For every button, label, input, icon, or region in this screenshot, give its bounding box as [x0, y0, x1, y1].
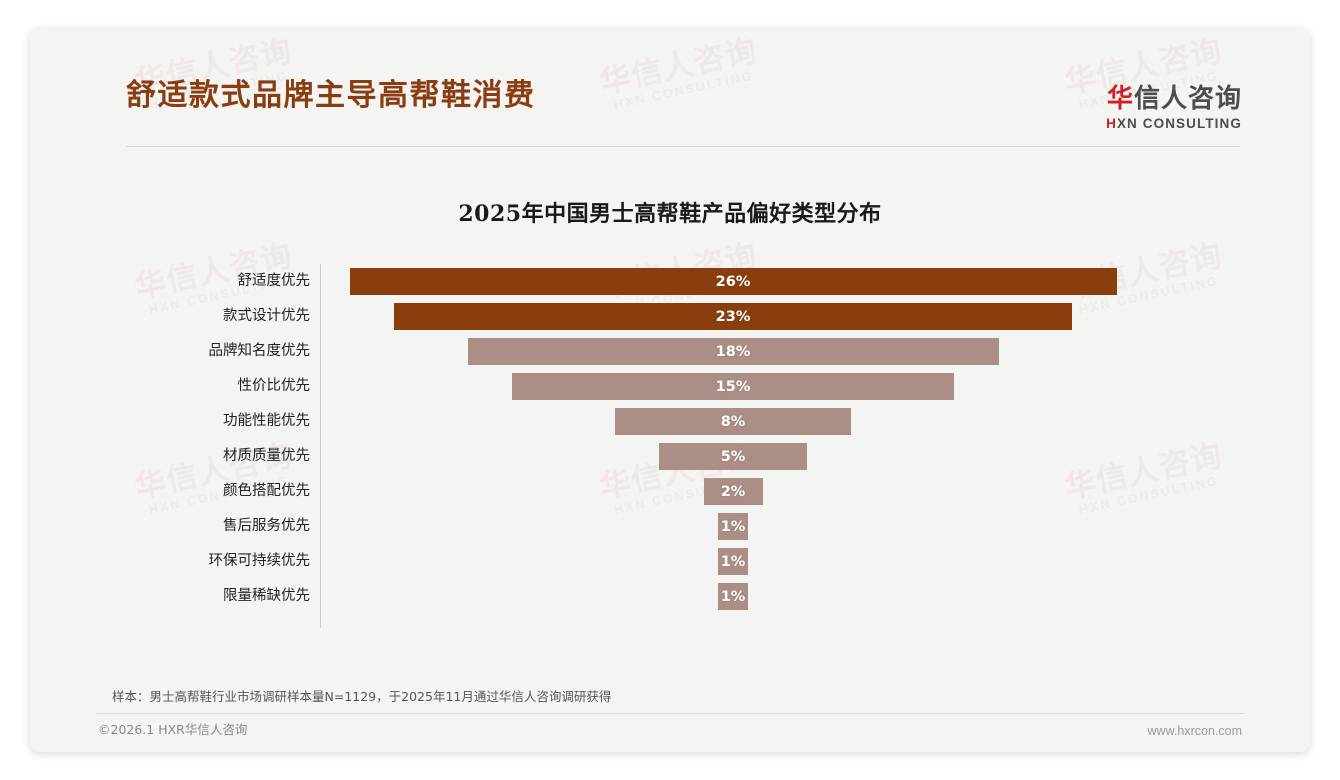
bar-value-label: 26%: [715, 273, 751, 290]
chart-bar[interactable]: 23%: [393, 303, 1073, 330]
copyright-text: ©2026.1 HXR华信人咨询: [98, 722, 248, 737]
chart-bar-row[interactable]: 材质质量优先 5%: [30, 439, 1310, 474]
header-divider: [126, 146, 1240, 147]
slide-header: 舒适款式品牌主导高帮鞋消费 华信人咨询 HXN CONSULTING: [30, 28, 1310, 148]
chart-plot: 舒适度优先 26% 款式设计优先 23% 品牌知名度优先 18% 性价比优先 15% 功能性能优…: [30, 264, 1310, 644]
bar-category-label: 功能性能优先: [223, 413, 310, 429]
chart-bar-row[interactable]: 款式设计优先 23%: [30, 299, 1310, 334]
bar-category-label: 舒适度优先: [237, 273, 311, 289]
bar-category-label: 颜色搭配优先: [223, 483, 310, 499]
chart-bar[interactable]: 1%: [718, 513, 748, 540]
bar-value-label: 5%: [720, 448, 746, 465]
bar-track: 8%: [321, 404, 1310, 439]
bar-value-label: 1%: [720, 588, 746, 605]
chart-bar-row[interactable]: 售后服务优先 1%: [30, 509, 1310, 544]
bar-rows: 舒适度优先 26% 款式设计优先 23% 品牌知名度优先 18% 性价比优先 15% 功能性能优…: [30, 264, 1310, 614]
site-url: www.hxrcon.com: [1147, 724, 1242, 738]
chart-bar-row[interactable]: 功能性能优先 8%: [30, 404, 1310, 439]
bar-value-label: 2%: [720, 483, 746, 500]
bar-value-label: 15%: [715, 378, 751, 395]
bar-value-label: 1%: [720, 518, 746, 535]
bar-track: 1%: [321, 544, 1310, 579]
chart-area: 2025年中国男士高帮鞋产品偏好类型分布 舒适度优先 26% 款式设计优先 23% 品牌…: [30, 148, 1310, 668]
chart-bar-row[interactable]: 限量稀缺优先 1%: [30, 579, 1310, 614]
bar-category-label: 材质质量优先: [223, 448, 310, 464]
bar-track: 26%: [321, 264, 1310, 299]
page-title: 舒适款式品牌主导高帮鞋消费: [126, 78, 536, 113]
bar-track: 1%: [321, 509, 1310, 544]
bar-value-label: 1%: [720, 553, 746, 570]
bar-category-label: 品牌知名度优先: [208, 343, 311, 359]
brand-logo: 华信人咨询 HXN CONSULTING: [1106, 85, 1242, 131]
logo-chinese-text: 华信人咨询: [1106, 85, 1242, 114]
bar-track: 5%: [321, 439, 1310, 474]
bar-track: 18%: [321, 334, 1310, 369]
chart-bar[interactable]: 8%: [615, 408, 851, 435]
bar-category-label: 性价比优先: [237, 378, 311, 394]
bar-track: 23%: [321, 299, 1310, 334]
bar-category-label: 限量稀缺优先: [223, 588, 310, 604]
chart-bar[interactable]: 18%: [467, 338, 999, 365]
chart-bar[interactable]: 26%: [349, 268, 1117, 295]
chart-bar[interactable]: 15%: [511, 373, 955, 400]
chart-title: 2025年中国男士高帮鞋产品偏好类型分布: [458, 201, 882, 227]
bar-track: 2%: [321, 474, 1310, 509]
bar-value-label: 18%: [715, 343, 751, 360]
bar-value-label: 8%: [720, 413, 746, 430]
chart-bar[interactable]: 1%: [718, 548, 748, 575]
slide: 华信人咨询 HXN CONSULTING 华信人咨询 HXN CONSULTING 华信…: [30, 28, 1310, 752]
chart-bar-row[interactable]: 环保可持续优先 1%: [30, 544, 1310, 579]
logo-english-text: HXN CONSULTING: [1106, 116, 1242, 131]
bar-value-label: 23%: [715, 308, 751, 325]
logo-cn-red-char: 华: [1106, 84, 1134, 114]
bar-category-label: 售后服务优先: [223, 518, 310, 534]
chart-bar-row[interactable]: 性价比优先 15%: [30, 369, 1310, 404]
chart-bar-row[interactable]: 舒适度优先 26%: [30, 264, 1310, 299]
bar-category-label: 款式设计优先: [223, 308, 310, 324]
y-axis-line: [320, 264, 321, 628]
logo-cn-rest: 信人咨询: [1133, 84, 1242, 114]
chart-bar[interactable]: 5%: [659, 443, 807, 470]
bar-category-label: 环保可持续优先: [208, 553, 311, 569]
logo-en-red-char: H: [1106, 115, 1117, 131]
chart-bar[interactable]: 1%: [718, 583, 748, 610]
footer-divider: [96, 713, 1244, 714]
chart-bar[interactable]: 2%: [703, 478, 763, 505]
sample-note: 样本：男士高帮鞋行业市场调研样本量N=1129，于2025年11月通过华信人咨询…: [112, 689, 612, 704]
chart-bar-row[interactable]: 品牌知名度优先 18%: [30, 334, 1310, 369]
chart-bar-row[interactable]: 颜色搭配优先 2%: [30, 474, 1310, 509]
bar-track: 1%: [321, 579, 1310, 614]
logo-en-rest: XN CONSULTING: [1116, 115, 1242, 131]
bar-track: 15%: [321, 369, 1310, 404]
